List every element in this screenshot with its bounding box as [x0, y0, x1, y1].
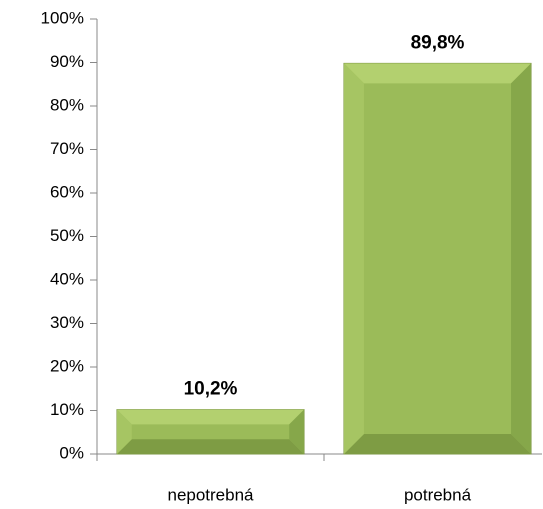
bar-bevel [511, 63, 532, 455]
bar-bevel [116, 409, 132, 454]
bar-bevel [116, 409, 305, 425]
y-tick-label: 20% [50, 356, 84, 375]
y-tick-label: 40% [50, 269, 84, 288]
bar-bevel [343, 63, 364, 455]
y-tick-label: 90% [50, 52, 84, 71]
bar-bevel [343, 434, 532, 454]
bar-bevel [343, 63, 532, 84]
x-tick-label: potrebná [404, 485, 472, 504]
bar [343, 62, 532, 455]
y-tick-label: 50% [50, 226, 84, 245]
x-tick-label: nepotrebná [167, 485, 254, 504]
y-tick-label: 80% [50, 95, 84, 114]
y-tick-label: 100% [41, 8, 84, 27]
bar-bevel [116, 439, 305, 454]
y-tick-label: 30% [50, 313, 84, 332]
value-label: 10,2% [184, 379, 238, 400]
bar-bevel [289, 409, 305, 454]
y-tick-label: 0% [59, 443, 84, 462]
value-label: 89,8% [411, 32, 465, 53]
y-tick-label: 60% [50, 182, 84, 201]
y-tick-label: 70% [50, 139, 84, 158]
y-tick-label: 10% [50, 400, 84, 419]
